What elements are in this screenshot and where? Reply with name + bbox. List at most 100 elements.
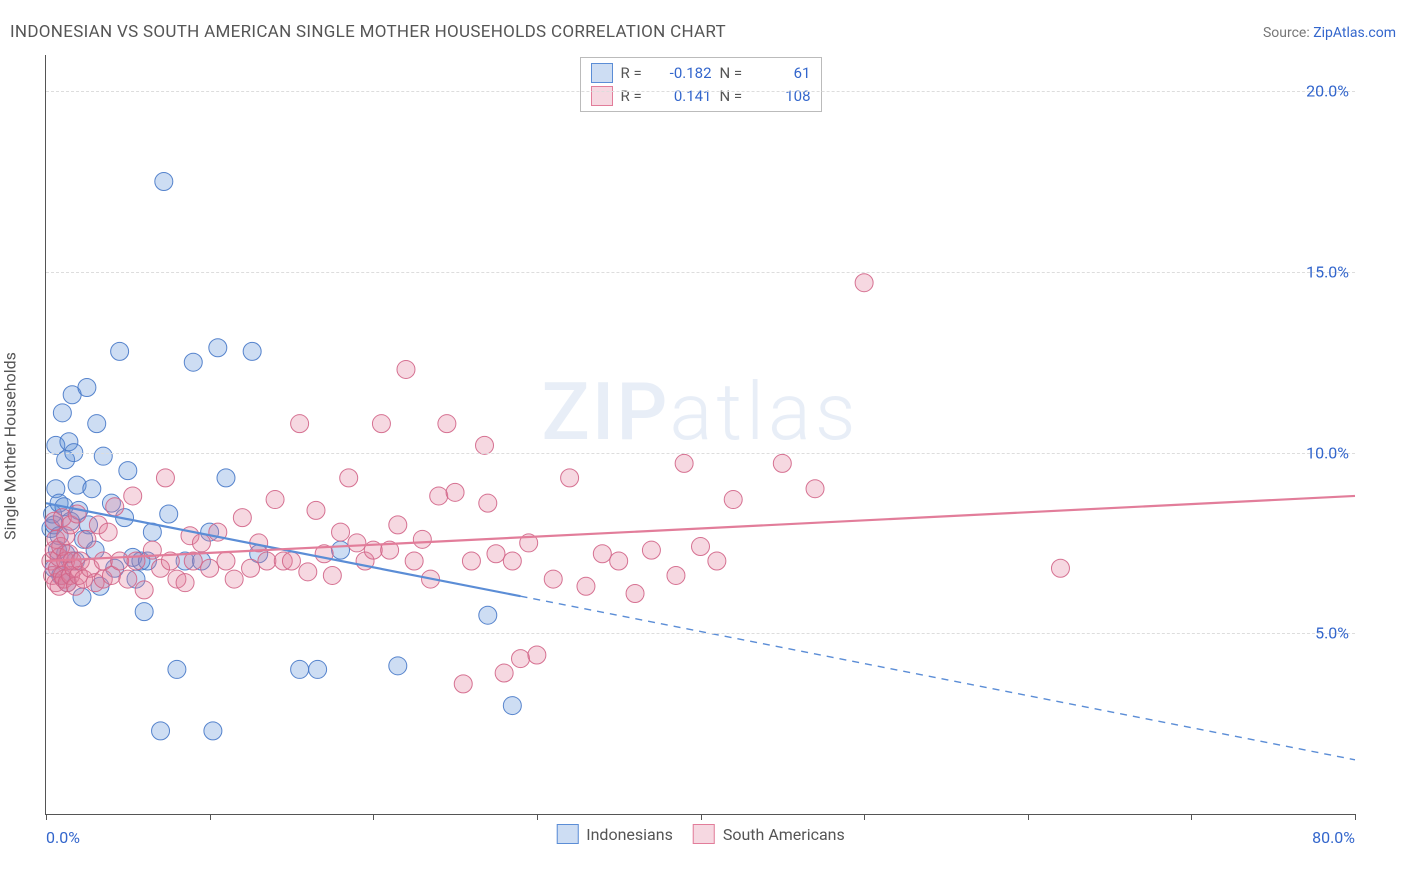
scatter-point: [675, 454, 693, 472]
scatter-point: [243, 342, 261, 360]
y-tick-label: 20.0%: [1306, 82, 1349, 101]
legend-r-label: R =: [621, 85, 649, 108]
scatter-point: [152, 722, 170, 740]
scatter-point: [446, 483, 464, 501]
legend-swatch-series1-bottom: [556, 824, 578, 844]
series-legend: Indonesians South Americans: [556, 824, 845, 844]
scatter-point: [217, 552, 235, 570]
source-link[interactable]: ZipAtlas.com: [1313, 25, 1396, 41]
scatter-point: [332, 523, 350, 541]
x-tick: [701, 814, 702, 820]
scatter-point: [397, 360, 415, 378]
scatter-point: [184, 353, 202, 371]
scatter-point: [291, 415, 309, 433]
legend-r-value-2: 0.141: [657, 85, 712, 108]
scatter-point: [78, 379, 96, 397]
scatter-point: [577, 577, 595, 595]
scatter-point: [106, 498, 124, 516]
scatter-point: [610, 552, 628, 570]
scatter-point: [430, 487, 448, 505]
scatter-point: [544, 570, 562, 588]
scatter-point: [495, 664, 513, 682]
scatter-point: [282, 552, 300, 570]
scatter-point: [94, 447, 112, 465]
scatter-point: [626, 585, 644, 603]
scatter-point: [168, 660, 186, 678]
x-tick: [1028, 814, 1029, 820]
chart-title: INDONESIAN VS SOUTH AMERICAN SINGLE MOTH…: [10, 22, 726, 42]
x-tick: [373, 814, 374, 820]
scatter-point: [156, 469, 174, 487]
y-tick-label: 5.0%: [1315, 624, 1349, 643]
scatter-point: [225, 570, 243, 588]
scatter-point: [204, 722, 222, 740]
correlation-legend: R = -0.182 N = 61 R = 0.141 N = 108: [580, 57, 822, 112]
scatter-point: [724, 491, 742, 509]
scatter-point: [806, 480, 824, 498]
scatter-point: [209, 339, 227, 357]
source-attribution: Source: ZipAtlas.com: [1263, 25, 1396, 41]
x-tick: [1191, 814, 1192, 820]
legend-swatch-series2-bottom: [693, 824, 715, 844]
scatter-point: [119, 570, 137, 588]
x-tick-label: 0.0%: [46, 828, 80, 847]
x-tick: [46, 814, 47, 820]
legend-item-series1: Indonesians: [556, 824, 673, 844]
y-tick-label: 10.0%: [1306, 443, 1349, 462]
scatter-point: [266, 491, 284, 509]
scatter-point: [160, 505, 178, 523]
scatter-point: [389, 657, 407, 675]
scatter-point: [405, 552, 423, 570]
plot-area: ZIPatlas R = -0.182 N = 61 R = 0.141 N =…: [45, 55, 1355, 815]
legend-r-value-1: -0.182: [657, 62, 712, 85]
scatter-point: [413, 530, 431, 548]
legend-r-label: R =: [621, 62, 649, 85]
gridline: [46, 91, 1355, 92]
scatter-point: [348, 534, 366, 552]
scatter-point: [88, 415, 106, 433]
scatter-point: [53, 404, 71, 422]
scatter-point: [111, 552, 129, 570]
scatter-point: [155, 173, 173, 191]
scatter-point: [462, 552, 480, 570]
legend-label-series2: South Americans: [723, 825, 845, 844]
scatter-point: [323, 566, 341, 584]
scatter-point: [258, 552, 276, 570]
scatter-point: [503, 697, 521, 715]
scatter-point: [593, 545, 611, 563]
scatter-point: [127, 552, 145, 570]
scatter-point: [135, 603, 153, 621]
scatter-point: [176, 574, 194, 592]
scatter-point: [309, 660, 327, 678]
scatter-point: [642, 541, 660, 559]
scatter-point: [708, 552, 726, 570]
legend-row-series1: R = -0.182 N = 61: [591, 62, 811, 85]
legend-swatch-series2: [591, 86, 613, 106]
scatter-point: [1051, 559, 1069, 577]
trend-line-extrapolated: [521, 596, 1355, 760]
legend-n-label: N =: [720, 85, 748, 108]
scatter-point: [119, 462, 137, 480]
x-tick: [864, 814, 865, 820]
scatter-point: [372, 415, 390, 433]
scatter-point: [83, 480, 101, 498]
x-tick-label: 80.0%: [1312, 828, 1355, 847]
scatter-point: [561, 469, 579, 487]
x-tick: [210, 814, 211, 820]
legend-label-series1: Indonesians: [586, 825, 673, 844]
scatter-point: [242, 559, 260, 577]
scatter-point: [307, 501, 325, 519]
scatter-point: [299, 563, 317, 581]
scatter-point: [487, 545, 505, 563]
legend-n-value-1: 61: [756, 62, 811, 85]
legend-item-series2: South Americans: [693, 824, 845, 844]
scatter-point: [479, 606, 497, 624]
legend-swatch-series1: [591, 63, 613, 83]
scatter-point: [78, 530, 96, 548]
y-axis-label: Single Mother Households: [1, 352, 20, 540]
scatter-point: [233, 509, 251, 527]
scatter-point: [528, 646, 546, 664]
scatter-point: [855, 274, 873, 292]
scatter-point: [479, 494, 497, 512]
scatter-point: [217, 469, 235, 487]
